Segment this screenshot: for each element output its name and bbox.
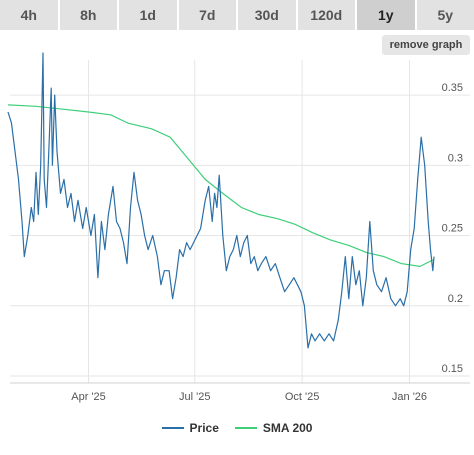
price-line: [7, 52, 435, 349]
tab-120d[interactable]: 120d: [297, 0, 357, 30]
grid-lines: [10, 60, 470, 384]
price-layer: [7, 52, 435, 349]
legend: Price SMA 200: [0, 421, 474, 435]
tab-5y[interactable]: 5y: [416, 0, 474, 30]
legend-label-price: Price: [189, 421, 219, 435]
remove-graph-button[interactable]: remove graph: [382, 35, 470, 55]
sma-200-line: [7, 104, 435, 268]
legend-item-price[interactable]: Price: [161, 421, 219, 435]
y-tick-label: 0.3: [448, 152, 463, 164]
tab-1d[interactable]: 1d: [119, 0, 179, 30]
legend-label-sma: SMA 200: [262, 421, 313, 435]
y-tick-label: 0.15: [442, 363, 463, 375]
tab-8h[interactable]: 8h: [59, 0, 119, 30]
y-tick-label: 0.35: [442, 82, 463, 94]
tab-4h[interactable]: 4h: [0, 0, 60, 30]
y-tick-label: 0.25: [442, 223, 463, 235]
sma-layer: [7, 104, 435, 268]
x-tick-label: Jul '25: [179, 391, 210, 403]
axis-labels: 0.35 0.3 0.25 0.2 0.15 Apr '25 Jul '25 Oct '25 J…: [71, 82, 463, 403]
y-tick-label: 0.2: [448, 293, 463, 305]
tab-7d[interactable]: 7d: [178, 0, 238, 30]
price-swatch: [161, 427, 184, 429]
x-tick-label: Jan '26: [392, 391, 427, 403]
tab-1y[interactable]: 1y: [357, 0, 417, 30]
x-tick-label: Apr '25: [71, 391, 106, 403]
range-tabs: 4h 8h 1d 7d 30d 120d 1y 5y: [0, 0, 474, 30]
x-tick-label: Oct '25: [285, 391, 320, 403]
sma-swatch: [234, 427, 257, 429]
tab-30d[interactable]: 30d: [238, 0, 298, 30]
legend-item-sma[interactable]: SMA 200: [234, 421, 313, 435]
